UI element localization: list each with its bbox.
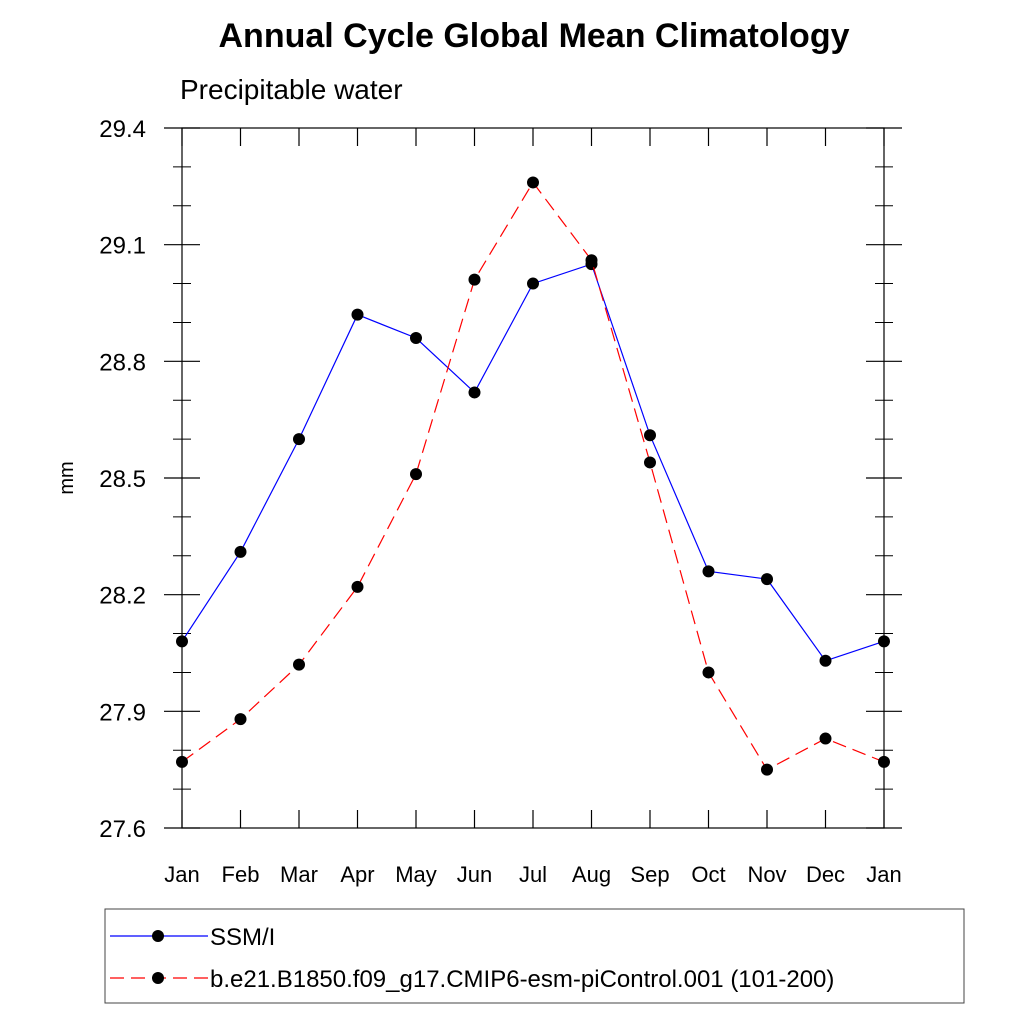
x-tick-label: Jul (519, 862, 547, 887)
x-tick-label: Dec (806, 862, 845, 887)
legend-entries: SSM/I b.e21.B1850.f09_g17.CMIP6-esm-piCon… (110, 924, 834, 993)
series-1-point (585, 254, 598, 267)
legend-label-1: b.e21.B1850.f09_g17.CMIP6-esm-piControl.… (210, 966, 834, 993)
y-tick-label: 28.2 (99, 583, 146, 610)
y-axis-label: mm (56, 461, 78, 494)
series-0-point (644, 429, 656, 442)
legend-marker-1 (152, 972, 164, 984)
legend-label-0: SSM/I (210, 924, 275, 951)
x-tick-label: Feb (222, 862, 260, 887)
y-tick-label: 29.4 (99, 116, 146, 143)
x-tick-label: Sep (630, 862, 669, 887)
legend: SSM/I b.e21.B1850.f09_g17.CMIP6-esm-piCon… (104, 908, 965, 1004)
x-tick-label: Apr (340, 862, 374, 887)
y-tick-labels: 27.6 27.9 28.2 28.5 28.8 29.1 29.4 (99, 116, 146, 843)
x-tick-label: Aug (572, 862, 611, 887)
series-1-point (702, 666, 715, 679)
legend-frame (104, 908, 965, 1004)
series-1-point (644, 456, 656, 469)
plot-frame (181, 127, 885, 829)
series-0-point (819, 654, 832, 667)
x-tick-label: Mar (280, 862, 318, 887)
series-1-point (410, 468, 422, 481)
chart-title: Annual Cycle Global Mean Climatology (219, 17, 850, 55)
series-0-point (702, 565, 715, 578)
series-0-point (410, 332, 422, 344)
y-tick-label: 27.6 (99, 816, 146, 843)
series-1-point (468, 273, 481, 286)
plot-series (176, 176, 890, 776)
chart-subtitle: Precipitable water (180, 74, 403, 105)
series-1-point (761, 763, 773, 776)
series-0-point (293, 433, 305, 446)
legend-marker-0 (152, 930, 164, 942)
x-tick-label: Jan (164, 862, 199, 887)
x-tick-label: Nov (747, 862, 786, 887)
x-tick-label: Jan (866, 862, 901, 887)
x-tick-label: May (395, 862, 437, 887)
series-0-point (761, 573, 773, 586)
series-1-point (234, 713, 247, 726)
y-tick-label: 29.1 (99, 233, 146, 260)
y-tick-label: 28.5 (99, 466, 146, 493)
y-tick-label: 27.9 (99, 699, 146, 726)
series-1-point (819, 732, 832, 745)
x-tick-label: Jun (457, 862, 492, 887)
series-0-point (351, 308, 364, 321)
y-tick-label: 28.8 (99, 349, 146, 376)
series-0-point (234, 545, 247, 558)
series-1-point (527, 176, 539, 189)
x-tick-label: Oct (691, 862, 725, 887)
series-1-point (293, 658, 305, 671)
series-0-point (527, 277, 539, 290)
series-1-point (351, 580, 364, 593)
x-tick-labels: Jan Feb Mar Apr May Jun Jul Aug Sep Oct Nov Dec Jan (164, 862, 901, 887)
series-0-point (468, 386, 481, 399)
